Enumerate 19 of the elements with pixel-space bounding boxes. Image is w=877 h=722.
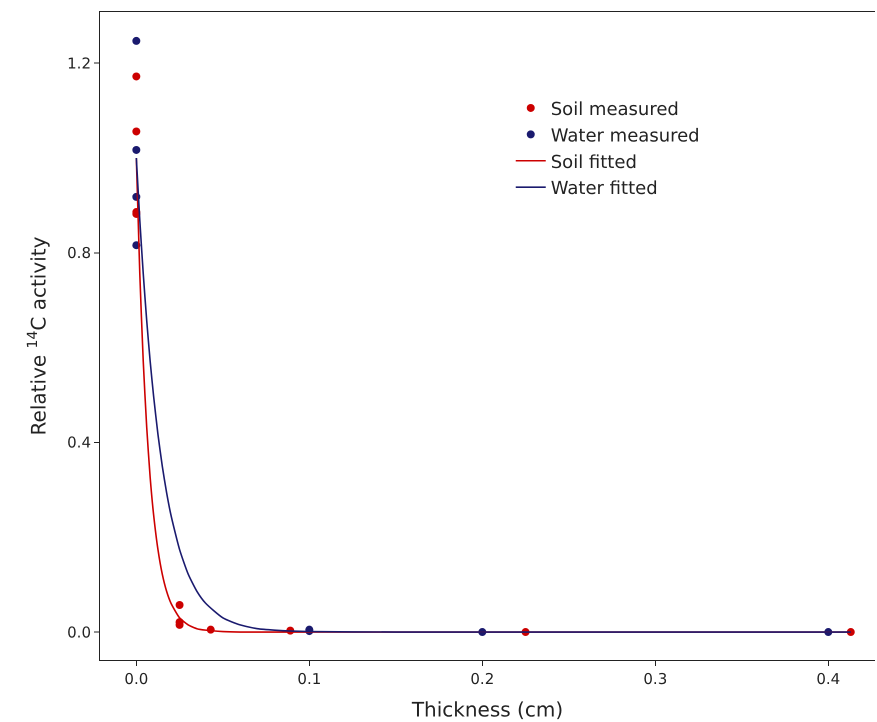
point: [132, 36, 140, 45]
y-tick-label: 0.0: [67, 623, 91, 642]
point: [132, 127, 140, 136]
x-axis-title: Thickness (cm): [410, 698, 564, 722]
x-tick-label: 0.3: [643, 670, 668, 688]
point: [132, 146, 140, 154]
point: [176, 601, 184, 610]
point: [132, 72, 140, 80]
y-tick-label: 1.2: [67, 54, 91, 72]
x-tick-label: 0.4: [816, 670, 840, 688]
legend-label: Water measured: [550, 125, 700, 146]
x-tick-label: 0.2: [470, 670, 494, 688]
y-tick-label: 0.8: [67, 244, 91, 262]
legend-label: Water fitted: [550, 178, 658, 200]
y-tick-label: 0.4: [67, 434, 91, 452]
legend-label: Soil measured: [550, 98, 679, 120]
legend-label: Soil fitted: [550, 152, 637, 173]
x-tick-label: 0.1: [297, 670, 322, 688]
x-tick-label: 0.0: [124, 670, 148, 688]
